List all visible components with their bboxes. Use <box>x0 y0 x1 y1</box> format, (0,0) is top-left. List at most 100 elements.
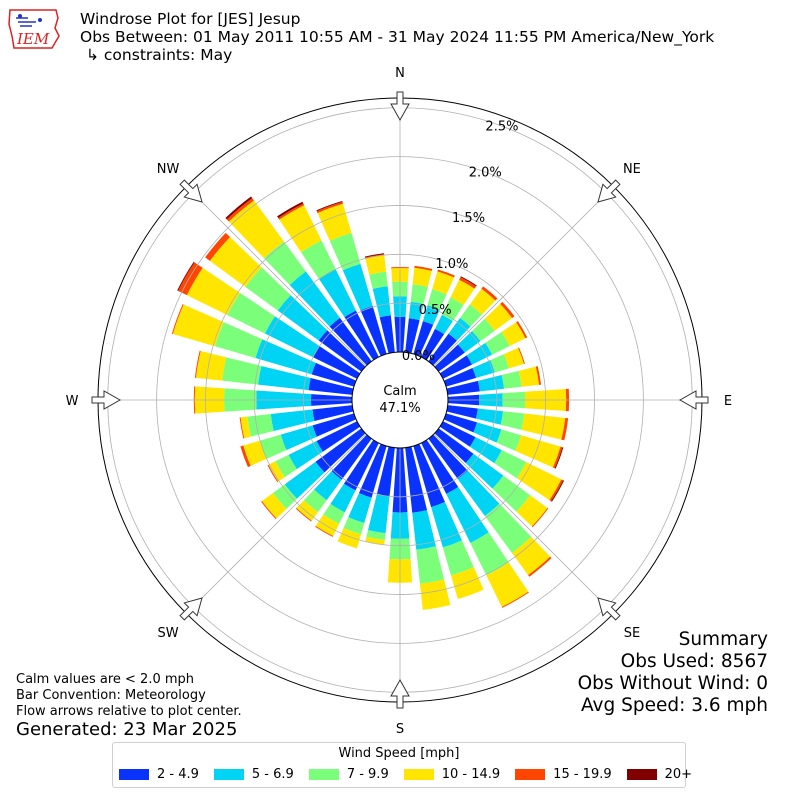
bar-sector-30-bin-3 <box>450 279 475 305</box>
flow-arrow-SE <box>597 597 621 621</box>
bar-sector-170-bin-3 <box>419 579 451 610</box>
bar-sector-330-bin-5 <box>277 201 304 219</box>
bar-sector-250-bin-0 <box>312 413 357 437</box>
bar-sector-200-bin-1 <box>348 493 372 524</box>
bar-sector-70-bin-1 <box>472 360 495 378</box>
bar-sector-250-bin-4 <box>240 445 251 468</box>
bar-sector-280-bin-1 <box>258 365 311 391</box>
bar-sector-150-bin-4 <box>501 591 529 608</box>
bar-sector-290-bin-3 <box>172 304 224 347</box>
bar-sector-70-bin-0 <box>443 368 477 387</box>
bar-sector-160-bin-3 <box>451 567 484 600</box>
bar-sector-20-bin-3 <box>432 271 455 295</box>
bar-sector-50-bin-3 <box>484 303 513 331</box>
chart-title: Windrose Plot for [JES] Jesup <box>80 10 301 28</box>
bar-sector-330-bin-0 <box>344 310 379 361</box>
legend-swatch <box>515 769 546 780</box>
bar-sector-100-bin-4 <box>561 417 569 441</box>
bar-sector-230-bin-3 <box>261 492 287 519</box>
bar-sector-110-bin-2 <box>496 429 522 451</box>
flow-arrow-NW <box>179 179 203 203</box>
summary-obs-without-wind: Obs Without Wind: 0 <box>577 673 768 694</box>
bar-sector-190-bin-1 <box>368 494 390 534</box>
bar-sector-200-bin-2 <box>343 517 365 535</box>
bar-sector-50-bin-4 <box>500 301 515 318</box>
bar-sector-290-bin-1 <box>255 339 316 375</box>
bar-sector-120-bin-0 <box>439 421 476 447</box>
bar-sector-340-bin-2 <box>329 232 361 271</box>
bar-sector-350-bin-1 <box>372 286 391 318</box>
bar-sector-120-bin-2 <box>494 450 527 479</box>
legend-item: 5 - 6.9 <box>213 767 294 782</box>
logo-text: IEM <box>16 30 50 48</box>
iem-logo: IEM <box>8 9 60 49</box>
bar-sector-150-bin-2 <box>470 532 509 576</box>
bar-sector-100-bin-0 <box>446 405 478 419</box>
bar-sector-110-bin-1 <box>473 422 502 443</box>
legend: Wind Speed [mph] 2 - 4.9 5 - 6.9 7 - 9.9 10… <box>112 742 692 788</box>
bar-sector-40-bin-2 <box>460 304 482 327</box>
bar-sector-100-bin-2 <box>500 411 525 430</box>
bar-sector-200-bin-0 <box>358 443 387 498</box>
bar-sector-190-bin-0 <box>376 446 395 497</box>
bar-sector-300-bin-0 <box>313 346 361 379</box>
summary-obs-used: Obs Used: 8567 <box>620 651 768 672</box>
bar-sector-130-bin-4 <box>531 507 549 528</box>
bar-sector-70-bin-2 <box>490 354 509 373</box>
bar-sector-120-bin-1 <box>469 437 502 464</box>
bar-sector-310-bin-2 <box>245 267 291 311</box>
legend-label: 2 - 4.9 <box>157 767 199 782</box>
bar-sector-60-bin-4 <box>516 321 528 339</box>
bar-sector-230-bin-4 <box>261 501 277 520</box>
bar-sector-10-bin-2 <box>410 284 428 305</box>
bar-sector-40-bin-3 <box>469 288 496 315</box>
bar-sector-220-bin-2 <box>303 489 327 513</box>
radial-tick-label: 1.5% <box>452 211 485 226</box>
bar-sector-80-bin-1 <box>477 375 505 392</box>
bar-sector-80-bin-2 <box>501 370 522 389</box>
bar-sector-300-bin-1 <box>264 316 320 358</box>
bar-sector-260-bin-3 <box>240 416 251 439</box>
bar-sector-150-bin-1 <box>446 486 489 543</box>
bar-sector-320-bin-1 <box>289 271 340 327</box>
bar-sector-30-bin-0 <box>421 328 445 361</box>
direction-label-W: W <box>66 394 79 409</box>
bar-sector-70-bin-3 <box>503 347 524 369</box>
legend-item: 7 - 9.9 <box>308 767 389 782</box>
bar-sector-280-bin-3 <box>195 351 227 381</box>
direction-label-S: S <box>396 722 404 737</box>
bar-sector-10-bin-0 <box>405 318 420 354</box>
bar-sector-160-bin-2 <box>442 540 474 576</box>
bar-sector-50-bin-1 <box>457 330 481 353</box>
bar-sector-320-bin-2 <box>264 241 306 285</box>
bar-sector-250-bin-3 <box>243 440 267 466</box>
flow-arrow-W <box>91 390 122 410</box>
bar-sector-60-bin-0 <box>439 355 472 379</box>
bar-sector-340-bin-0 <box>360 306 387 357</box>
bar-convention-note: Bar Convention: Meteorology <box>16 688 206 703</box>
bar-sector-350-bin-0 <box>379 315 395 354</box>
bar-sector-160-bin-0 <box>413 443 445 508</box>
legend-label: 15 - 19.9 <box>553 767 612 782</box>
bar-sector-30-bin-4 <box>459 277 477 289</box>
bar-sector-60-bin-3 <box>501 322 526 347</box>
bar-sector-140-bin-3 <box>512 536 551 576</box>
bar-sector-320-bin-4 <box>226 198 254 222</box>
generated-date: Generated: 23 Mar 2025 <box>16 719 238 740</box>
bar-sector-20-bin-4 <box>437 269 455 278</box>
bar-sector-110-bin-4 <box>552 446 563 469</box>
bar-sector-190-bin-3 <box>365 536 385 545</box>
bar-sector-40-bin-0 <box>428 333 457 366</box>
legend-title: Wind Speed [mph] <box>338 746 460 761</box>
bar-sector-140-bin-2 <box>484 503 532 554</box>
flow-arrows-note: Flow arrows relative to plot center. <box>16 704 242 719</box>
bar-sector-310-bin-1 <box>277 295 328 341</box>
bar-sector-350-bin-5 <box>364 253 385 258</box>
bar-sector-310-bin-0 <box>318 330 366 372</box>
direction-label-SW: SW <box>158 626 179 641</box>
bar-sector-250-bin-2 <box>260 434 287 459</box>
summary-heading: Summary <box>678 629 768 650</box>
bar-sector-110-bin-3 <box>515 435 561 468</box>
bar-sector-340-bin-1 <box>342 263 373 311</box>
direction-label-E: E <box>724 394 732 409</box>
